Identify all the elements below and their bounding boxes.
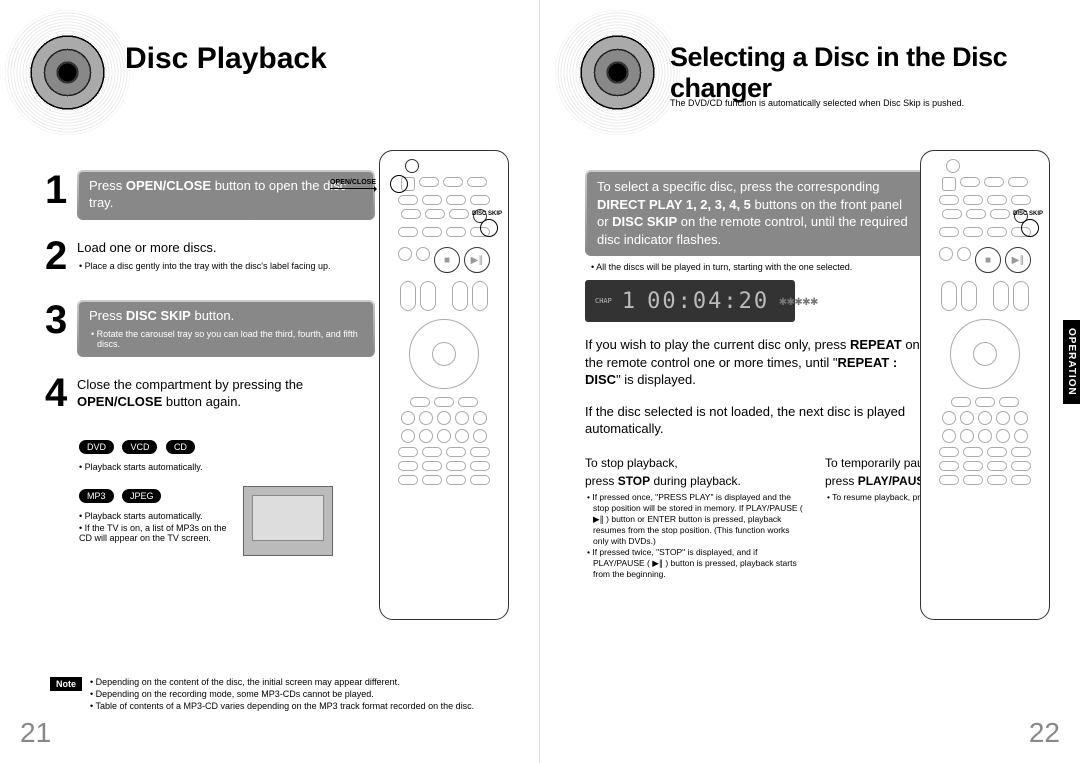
remote-control-right: DISC SKIP ■▶∥ — [920, 150, 1050, 620]
note-label: Note — [50, 677, 82, 691]
speaker-icon — [565, 20, 670, 125]
stop-column: To stop playback, press STOP during play… — [585, 456, 805, 580]
select-bullet: • All the discs will be played in turn, … — [589, 262, 925, 272]
open-close-highlight — [390, 175, 408, 193]
badge: VCD — [122, 440, 157, 454]
step-3: 3 Press DISC SKIP button. • Rotate the c… — [45, 300, 375, 357]
page-title-right: Selecting a Disc in the Disc changer — [670, 42, 1080, 104]
disc-skip-callout: DISC SKIP — [472, 211, 502, 217]
remote-buttons: ■▶∥ — [380, 151, 508, 493]
page-number-right: 22 — [1029, 717, 1060, 749]
step-num: 2 — [45, 236, 77, 276]
badge-group-1: DVD VCD CD • Playback starts automatical… — [79, 437, 375, 472]
tv-thumbnail — [243, 486, 333, 556]
speaker-icon — [15, 20, 120, 125]
remote-control-left: OPEN/CLOSE DISC SKIP ■▶∥ — [379, 150, 509, 620]
auto-block: If the disc selected is not loaded, the … — [585, 403, 925, 438]
step-num: 4 — [45, 373, 77, 413]
content-left: 1 Press OPEN/CLOSE button to open the di… — [45, 170, 375, 556]
select-block: To select a specific disc, press the cor… — [585, 170, 925, 256]
note-list: • Depending on the content of the disc, … — [88, 677, 480, 713]
badge: JPEG — [122, 489, 162, 503]
badge: CD — [166, 440, 195, 454]
step-num: 3 — [45, 300, 77, 340]
remote-buttons: ■▶∥ — [921, 151, 1049, 493]
page-right: Selecting a Disc in the Disc changer The… — [540, 0, 1080, 763]
step-body: Close the compartment by pressing the OP… — [77, 373, 375, 411]
display-panel: CHAP 1 00:04:20 ✱✱✱✱✱ — [585, 280, 795, 322]
badge: DVD — [79, 440, 114, 454]
side-tab: OPERATION — [1063, 320, 1080, 404]
subtitle: The DVD/CD function is automatically sel… — [670, 98, 964, 108]
disc-skip-highlight — [480, 219, 498, 237]
repeat-block: If you wish to play the current disc onl… — [585, 336, 925, 389]
open-close-callout: OPEN/CLOSE — [322, 179, 376, 189]
content-right: To select a specific disc, press the cor… — [585, 170, 925, 580]
badge-group-2: MP3 JPEG • Playback starts automatically… — [79, 486, 375, 556]
page-title-left: Disc Playback — [125, 42, 327, 76]
step-body: Press DISC SKIP button. • Rotate the car… — [77, 300, 375, 357]
footer-notes: Note • Depending on the content of the d… — [50, 671, 480, 713]
step-2: 2 Load one or more discs. • Place a disc… — [45, 236, 375, 284]
disc-skip-highlight — [1021, 219, 1039, 237]
step-body: Press OPEN/CLOSE button to open the disc… — [77, 170, 375, 220]
page-left: Disc Playback 1 Press OPEN/CLOSE button … — [0, 0, 540, 763]
step-4: 4 Close the compartment by pressing the … — [45, 373, 375, 421]
page-number-left: 21 — [20, 717, 51, 749]
step-num: 1 — [45, 170, 77, 210]
step-1: 1 Press OPEN/CLOSE button to open the di… — [45, 170, 375, 220]
disc-skip-callout: DISC SKIP — [1013, 211, 1043, 217]
badge: MP3 — [79, 489, 114, 503]
step-body: Load one or more discs. • Place a disc g… — [77, 236, 375, 271]
